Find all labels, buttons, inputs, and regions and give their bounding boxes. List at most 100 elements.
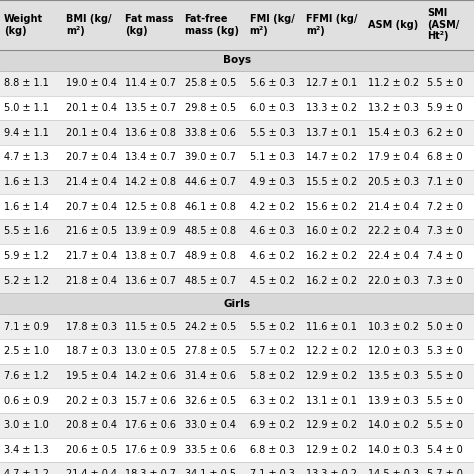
Text: 4.6 ± 0.2: 4.6 ± 0.2: [250, 251, 294, 261]
Bar: [0, 268, 474, 293]
Text: 0.6 ± 0.9: 0.6 ± 0.9: [4, 395, 48, 406]
Text: 7.1 ± 0.9: 7.1 ± 0.9: [4, 321, 49, 332]
Text: FMI (kg/
m²): FMI (kg/ m²): [250, 14, 294, 36]
Text: 13.2 ± 0.3: 13.2 ± 0.3: [368, 103, 419, 113]
Text: 19.0 ± 0.4: 19.0 ± 0.4: [66, 78, 117, 89]
Text: 5.5 ± 0: 5.5 ± 0: [428, 420, 463, 430]
Text: 22.0 ± 0.3: 22.0 ± 0.3: [368, 275, 419, 286]
Text: 7.6 ± 1.2: 7.6 ± 1.2: [4, 371, 49, 381]
Text: 6.8 ± 0: 6.8 ± 0: [428, 152, 463, 163]
Text: 12.9 ± 0.2: 12.9 ± 0.2: [306, 445, 357, 455]
Text: 20.7 ± 0.4: 20.7 ± 0.4: [66, 201, 117, 212]
Bar: [0, 462, 474, 474]
Text: 7.4 ± 0: 7.4 ± 0: [428, 251, 463, 261]
Text: 33.0 ± 0.4: 33.0 ± 0.4: [184, 420, 236, 430]
Text: 13.1 ± 0.1: 13.1 ± 0.1: [306, 395, 357, 406]
Text: 7.2 ± 0: 7.2 ± 0: [428, 201, 463, 212]
Text: 13.4 ± 0.7: 13.4 ± 0.7: [125, 152, 176, 163]
Text: 5.7 ± 0: 5.7 ± 0: [428, 469, 463, 474]
Text: 10.3 ± 0.2: 10.3 ± 0.2: [368, 321, 419, 332]
Text: 5.9 ± 0: 5.9 ± 0: [428, 103, 463, 113]
Text: 6.8 ± 0.3: 6.8 ± 0.3: [250, 445, 294, 455]
Text: 21.6 ± 0.5: 21.6 ± 0.5: [66, 226, 117, 237]
Text: 1.6 ± 1.3: 1.6 ± 1.3: [4, 177, 48, 187]
Text: 1.6 ± 1.4: 1.6 ± 1.4: [4, 201, 48, 212]
Text: 39.0 ± 0.7: 39.0 ± 0.7: [184, 152, 236, 163]
Bar: [0, 71, 474, 96]
Text: 15.6 ± 0.2: 15.6 ± 0.2: [306, 201, 357, 212]
Text: 3.0 ± 1.0: 3.0 ± 1.0: [4, 420, 48, 430]
Text: 13.7 ± 0.1: 13.7 ± 0.1: [306, 128, 357, 138]
Bar: [0, 145, 474, 170]
Text: 46.1 ± 0.8: 46.1 ± 0.8: [184, 201, 236, 212]
Text: Boys: Boys: [223, 55, 251, 65]
Text: 11.5 ± 0.5: 11.5 ± 0.5: [125, 321, 176, 332]
Text: 13.8 ± 0.7: 13.8 ± 0.7: [125, 251, 176, 261]
Text: SMI
(ASM/
Ht²): SMI (ASM/ Ht²): [428, 8, 460, 42]
Text: 22.4 ± 0.4: 22.4 ± 0.4: [368, 251, 419, 261]
Text: 48.5 ± 0.8: 48.5 ± 0.8: [184, 226, 236, 237]
Text: 44.6 ± 0.7: 44.6 ± 0.7: [184, 177, 236, 187]
Bar: [0, 170, 474, 194]
Text: 5.5 ± 0.3: 5.5 ± 0.3: [250, 128, 295, 138]
Text: 13.6 ± 0.7: 13.6 ± 0.7: [125, 275, 176, 286]
Text: 7.3 ± 0: 7.3 ± 0: [428, 275, 463, 286]
Text: 5.5 ± 0: 5.5 ± 0: [428, 395, 463, 406]
Text: 20.6 ± 0.5: 20.6 ± 0.5: [66, 445, 117, 455]
Bar: [0, 0, 474, 50]
Text: 5.3 ± 0: 5.3 ± 0: [428, 346, 463, 356]
Text: FFMI (kg/
m²): FFMI (kg/ m²): [306, 14, 357, 36]
Text: 5.0 ± 1.1: 5.0 ± 1.1: [4, 103, 49, 113]
Text: 12.9 ± 0.2: 12.9 ± 0.2: [306, 371, 357, 381]
Text: 6.0 ± 0.3: 6.0 ± 0.3: [250, 103, 294, 113]
Text: 5.1 ± 0.3: 5.1 ± 0.3: [250, 152, 294, 163]
Text: 4.7 ± 1.3: 4.7 ± 1.3: [4, 152, 49, 163]
Text: 14.0 ± 0.3: 14.0 ± 0.3: [368, 445, 419, 455]
Text: 14.7 ± 0.2: 14.7 ± 0.2: [306, 152, 357, 163]
Text: Fat mass
(kg): Fat mass (kg): [125, 14, 174, 36]
Bar: [0, 293, 474, 314]
Text: 17.6 ± 0.9: 17.6 ± 0.9: [125, 445, 176, 455]
Text: 48.9 ± 0.8: 48.9 ± 0.8: [184, 251, 236, 261]
Text: 48.5 ± 0.7: 48.5 ± 0.7: [184, 275, 236, 286]
Text: 15.4 ± 0.3: 15.4 ± 0.3: [368, 128, 419, 138]
Bar: [0, 194, 474, 219]
Text: 14.5 ± 0.3: 14.5 ± 0.3: [368, 469, 419, 474]
Text: 16.2 ± 0.2: 16.2 ± 0.2: [306, 275, 357, 286]
Text: 6.2 ± 0: 6.2 ± 0: [428, 128, 463, 138]
Text: 5.0 ± 0: 5.0 ± 0: [428, 321, 463, 332]
Text: 16.2 ± 0.2: 16.2 ± 0.2: [306, 251, 357, 261]
Text: 5.8 ± 0.2: 5.8 ± 0.2: [250, 371, 295, 381]
Text: Girls: Girls: [224, 299, 250, 309]
Text: 12.9 ± 0.2: 12.9 ± 0.2: [306, 420, 357, 430]
Text: 14.0 ± 0.2: 14.0 ± 0.2: [368, 420, 419, 430]
Text: 12.7 ± 0.1: 12.7 ± 0.1: [306, 78, 357, 89]
Text: 4.5 ± 0.2: 4.5 ± 0.2: [250, 275, 295, 286]
Text: 4.7 ± 1.2: 4.7 ± 1.2: [4, 469, 49, 474]
Text: 5.5 ± 0: 5.5 ± 0: [428, 78, 463, 89]
Text: 5.5 ± 0: 5.5 ± 0: [428, 371, 463, 381]
Bar: [0, 50, 474, 71]
Text: 24.2 ± 0.5: 24.2 ± 0.5: [184, 321, 236, 332]
Text: 11.4 ± 0.7: 11.4 ± 0.7: [125, 78, 176, 89]
Text: 13.0 ± 0.5: 13.0 ± 0.5: [125, 346, 176, 356]
Text: 15.7 ± 0.6: 15.7 ± 0.6: [125, 395, 176, 406]
Bar: [0, 339, 474, 364]
Text: 25.8 ± 0.5: 25.8 ± 0.5: [184, 78, 236, 89]
Text: 20.1 ± 0.4: 20.1 ± 0.4: [66, 103, 117, 113]
Text: 21.7 ± 0.4: 21.7 ± 0.4: [66, 251, 117, 261]
Bar: [0, 413, 474, 438]
Text: 4.6 ± 0.3: 4.6 ± 0.3: [250, 226, 294, 237]
Text: ASM (kg): ASM (kg): [368, 20, 419, 30]
Text: 4.9 ± 0.3: 4.9 ± 0.3: [250, 177, 294, 187]
Text: 3.4 ± 1.3: 3.4 ± 1.3: [4, 445, 48, 455]
Text: 9.4 ± 1.1: 9.4 ± 1.1: [4, 128, 48, 138]
Text: 6.9 ± 0.2: 6.9 ± 0.2: [250, 420, 294, 430]
Text: 18.3 ± 0.7: 18.3 ± 0.7: [125, 469, 176, 474]
Text: 13.6 ± 0.8: 13.6 ± 0.8: [125, 128, 176, 138]
Text: 8.8 ± 1.1: 8.8 ± 1.1: [4, 78, 48, 89]
Text: BMI (kg/
m²): BMI (kg/ m²): [66, 14, 111, 36]
Text: 5.5 ± 1.6: 5.5 ± 1.6: [4, 226, 49, 237]
Text: 22.2 ± 0.4: 22.2 ± 0.4: [368, 226, 419, 237]
Text: 21.4 ± 0.4: 21.4 ± 0.4: [66, 469, 117, 474]
